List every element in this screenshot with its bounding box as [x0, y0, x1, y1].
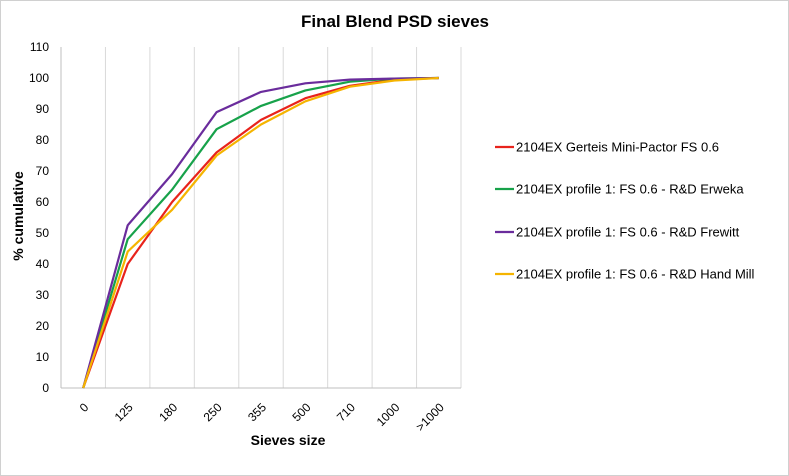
y-tick-labels: 0 10 20 30 40 50 60 70 80 90 100 110 — [29, 40, 49, 395]
y-tick-label-4: 40 — [36, 257, 50, 271]
x-axis-title: Sieves size — [251, 432, 326, 448]
legend-label-1: 2104EX Gerteis Mini-Pactor FS 0.6 — [516, 140, 719, 155]
series-lines — [82, 76, 439, 389]
y-tick-label-1: 10 — [36, 350, 50, 364]
x-tick-label-8: >1000 — [413, 400, 447, 434]
x-tick-label-5: 500 — [290, 400, 314, 424]
y-tick-label-10: 100 — [29, 71, 49, 85]
legend-label-3: 2104EX profile 1: FS 0.6 - R&D Frewitt — [516, 225, 740, 240]
x-tick-label-7: 1000 — [374, 400, 403, 429]
series-line-4 — [82, 76, 439, 389]
y-tick-label-6: 60 — [36, 195, 50, 209]
legend-label-2: 2104EX profile 1: FS 0.6 - R&D Erweka — [516, 182, 744, 197]
y-tick-label-7: 70 — [36, 164, 50, 178]
x-tick-labels: 0 125 180 250 355 500 710 1000 >1000 — [77, 400, 447, 434]
y-tick-label-2: 20 — [36, 319, 50, 333]
x-tick-label-3: 250 — [201, 400, 225, 424]
axes — [60, 47, 461, 389]
x-tick-label-2: 180 — [156, 400, 180, 424]
y-tick-label-8: 80 — [36, 133, 50, 147]
grid-lines — [104, 47, 462, 388]
y-tick-label-3: 30 — [36, 288, 50, 302]
y-tick-label-9: 90 — [36, 102, 50, 116]
x-tick-label-0: 0 — [77, 400, 92, 415]
x-tick-label-6: 710 — [334, 400, 358, 424]
legend-label-4: 2104EX profile 1: FS 0.6 - R&D Hand Mill — [516, 267, 755, 282]
series-line-3 — [82, 76, 439, 389]
chart-title: Final Blend PSD sieves — [301, 12, 489, 31]
x-tick-label-1: 125 — [112, 400, 136, 424]
y-tick-label-11: 110 — [30, 40, 49, 54]
y-tick-label-5: 50 — [36, 226, 50, 240]
legend: 2104EX Gerteis Mini-Pactor FS 0.6 2104EX … — [495, 140, 755, 282]
x-tick-label-4: 355 — [245, 400, 269, 424]
y-axis-title: % cumulative — [10, 171, 26, 261]
y-tick-label-0: 0 — [42, 381, 49, 395]
